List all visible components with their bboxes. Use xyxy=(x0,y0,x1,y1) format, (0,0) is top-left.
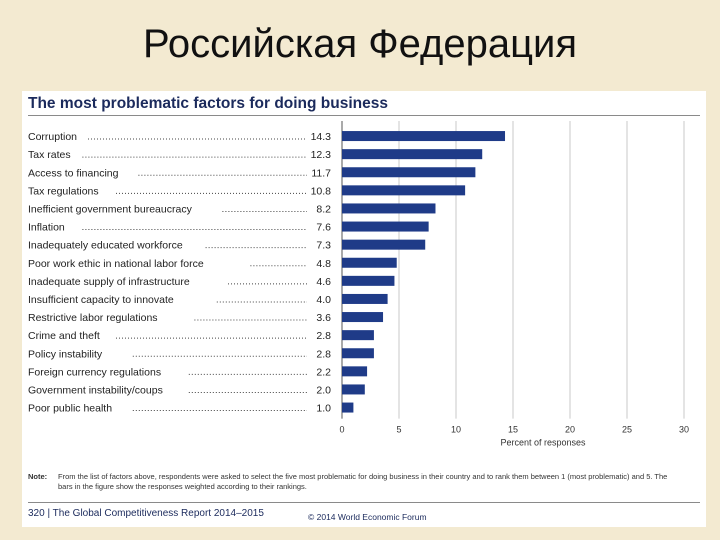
bar xyxy=(342,330,374,341)
data-label: 2.2 xyxy=(316,366,331,378)
category-label: Tax rates xyxy=(28,149,71,161)
data-label: 4.8 xyxy=(316,258,331,270)
x-tick-label: 30 xyxy=(679,425,689,435)
category-label: Inflation xyxy=(28,222,65,234)
category-label: Access to financing xyxy=(28,167,119,179)
chart-title: The most problematic factors for doing b… xyxy=(28,95,388,112)
bar-chart: Corruption 14.3 Tax rates 12.3 Access to fin… xyxy=(28,121,689,448)
data-label: 8.2 xyxy=(316,203,331,215)
data-label: 11.7 xyxy=(311,167,331,179)
chart-panel: The most problematic factors for doing b… xyxy=(22,91,706,527)
title-divider xyxy=(28,115,700,116)
category-label: Corruption xyxy=(28,131,77,143)
bar xyxy=(342,293,388,304)
data-label: 14.3 xyxy=(311,131,332,143)
data-label: 7.3 xyxy=(316,240,331,252)
data-label: 4.0 xyxy=(316,294,331,306)
category-label: Policy instability xyxy=(28,348,103,360)
report-footer: 320 | The Global Competitiveness Report … xyxy=(28,508,264,519)
bar xyxy=(342,149,483,160)
category-label: Inadequate supply of infrastructure xyxy=(28,276,190,288)
category-label: Foreign currency regulations xyxy=(28,366,161,378)
category-label: Restrictive labor regulations xyxy=(28,312,158,324)
note-label: Note: xyxy=(28,472,48,481)
data-label: 10.8 xyxy=(311,185,332,197)
data-label: 4.6 xyxy=(316,276,331,288)
x-tick-label: 0 xyxy=(339,425,344,435)
x-tick-label: 5 xyxy=(396,425,401,435)
bar xyxy=(342,167,476,178)
data-label: 2.8 xyxy=(316,348,331,360)
bar xyxy=(342,312,384,323)
bar xyxy=(342,275,395,286)
data-label: 7.6 xyxy=(316,222,331,234)
category-label: Crime and theft xyxy=(28,330,100,342)
bar xyxy=(342,221,429,232)
bar xyxy=(342,366,368,377)
bar xyxy=(342,257,397,268)
bar xyxy=(342,239,426,250)
bar xyxy=(342,384,365,395)
category-label: Tax regulations xyxy=(28,185,99,197)
bar xyxy=(342,402,354,413)
x-tick-label: 10 xyxy=(451,425,461,435)
data-label: 12.3 xyxy=(311,149,332,161)
note-text: From the list of factors above, responde… xyxy=(58,472,668,491)
category-label: Inadequately educated workforce xyxy=(28,240,183,252)
slide-title: Российская Федерация xyxy=(142,22,578,66)
x-tick-label: 25 xyxy=(622,425,632,435)
bar xyxy=(342,185,466,196)
x-axis-label: Percent of responses xyxy=(500,438,586,448)
category-label: Inefficient government bureaucracy xyxy=(28,203,193,215)
bar xyxy=(342,348,374,359)
footer-divider xyxy=(28,502,700,503)
data-label: 1.0 xyxy=(316,403,331,415)
data-label: 2.8 xyxy=(316,330,331,342)
x-tick-label: 20 xyxy=(565,425,575,435)
data-label: 2.0 xyxy=(316,384,331,396)
category-label: Insufficient capacity to innovate xyxy=(28,294,174,306)
data-label: 3.6 xyxy=(316,312,331,324)
category-label: Poor work ethic in national labor force xyxy=(28,258,204,270)
bar xyxy=(342,131,506,142)
bar xyxy=(342,203,436,214)
x-tick-label: 15 xyxy=(508,425,518,435)
category-label: Government instability/coups xyxy=(28,384,163,396)
copyright-footer: © 2014 World Economic Forum xyxy=(308,512,427,522)
category-label: Poor public health xyxy=(28,403,112,415)
